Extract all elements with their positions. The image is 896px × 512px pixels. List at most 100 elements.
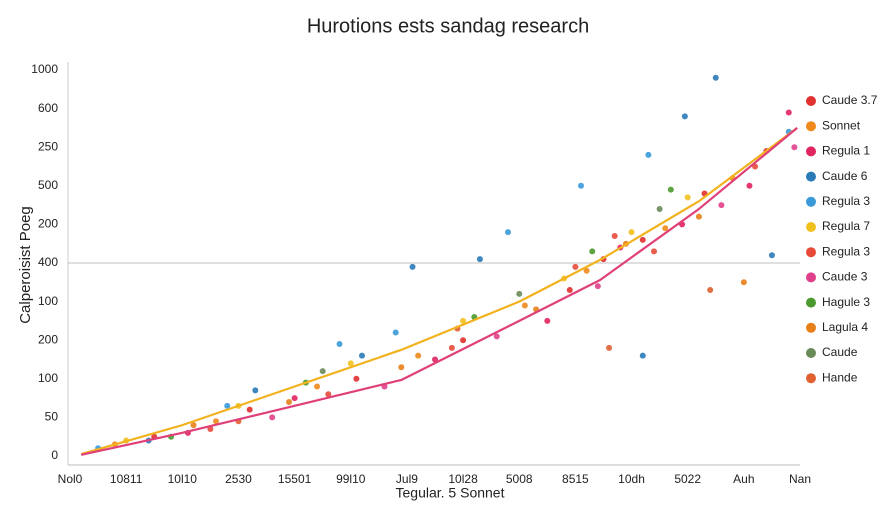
x-tick-label: 10l10 [168, 472, 198, 486]
legend-label: Regula 3 [822, 244, 870, 258]
point [594, 283, 601, 290]
legend-marker [806, 121, 816, 132]
point [224, 402, 231, 409]
point [718, 202, 725, 209]
point [325, 391, 332, 398]
point [707, 287, 714, 294]
x-tick-label: 15501 [278, 472, 312, 486]
point [291, 395, 298, 402]
legend-marker [806, 96, 816, 106]
legend-label: Regula 3 [822, 194, 870, 208]
point [190, 422, 197, 429]
point [611, 232, 618, 239]
point [768, 252, 775, 259]
point [791, 144, 798, 151]
point [583, 267, 590, 274]
legend-label: Regula 7 [822, 219, 870, 233]
point [667, 186, 674, 193]
x-tick-label: 8515 [562, 472, 589, 486]
point [746, 182, 753, 189]
trend-line [80, 127, 798, 456]
point [656, 205, 663, 212]
point [336, 341, 343, 348]
y-tick-label: 0 [51, 448, 58, 462]
y-tick-label: 250 [38, 139, 58, 153]
y-tick-label: 100 [38, 371, 58, 385]
point [589, 248, 596, 255]
x-tick-label: Auh [733, 472, 754, 486]
legend-label: Caude 6 [822, 169, 868, 183]
point [398, 364, 405, 371]
legend-marker [806, 373, 816, 384]
point [544, 317, 551, 324]
y-tick-label: 200 [38, 332, 58, 346]
point [493, 333, 500, 340]
point [628, 229, 635, 236]
point [662, 225, 669, 232]
legend-marker [806, 171, 816, 182]
point [578, 182, 584, 189]
y-tick-label: 500 [38, 178, 58, 192]
x-tick-label: 5008 [506, 472, 533, 486]
point [314, 383, 321, 390]
point [740, 279, 747, 286]
legend-label: Caude 3.7 [822, 93, 878, 107]
legend-label: Hande [822, 370, 858, 384]
point [639, 352, 646, 359]
point [651, 248, 657, 255]
point [566, 287, 573, 294]
legend-label: Sonnet [822, 118, 861, 132]
point [505, 229, 511, 236]
y-tick-label: 50 [45, 410, 59, 424]
legend-label: Caude 3 [822, 270, 868, 284]
legend-marker [806, 196, 816, 207]
x-tick-label: 10dh [618, 472, 645, 486]
point [516, 290, 523, 297]
point [246, 406, 253, 413]
point [645, 151, 652, 158]
legend-marker [806, 322, 816, 333]
legend-label: Lagula 4 [822, 320, 868, 334]
x-tick-label: Nol0 [58, 472, 83, 486]
point [353, 375, 360, 382]
x-axis-title: Tegular. 5 Sonnet [396, 485, 505, 501]
point [521, 302, 528, 309]
x-tick-label: 10l28 [448, 472, 478, 486]
point [684, 194, 691, 201]
point [606, 344, 613, 351]
point [695, 213, 702, 220]
point [460, 337, 467, 344]
legend-marker [806, 272, 816, 283]
point [785, 109, 792, 116]
x-tick-label: Jul9 [396, 472, 418, 486]
y-tick-label: 100 [38, 294, 58, 308]
point [448, 344, 455, 351]
y-tick-label: 1000 [31, 62, 58, 76]
point [347, 360, 354, 367]
chart-title: Hurotions ests sandag research [307, 15, 589, 37]
legend-marker [806, 348, 816, 358]
legend-marker [806, 247, 816, 258]
point [359, 352, 365, 359]
legend-label: Hagule 3 [822, 295, 870, 309]
point [476, 256, 483, 263]
legend-marker [806, 146, 816, 157]
y-axis-title: Calperoisist Poeg [17, 206, 34, 324]
point [572, 263, 579, 270]
point [681, 113, 688, 120]
point [213, 418, 219, 425]
point [392, 329, 399, 336]
x-tick-label: 5022 [674, 472, 701, 486]
point [432, 356, 438, 363]
x-tick-label: 99l10 [336, 472, 366, 486]
point [269, 414, 276, 421]
point [319, 368, 326, 375]
y-tick-label: 400 [38, 255, 58, 269]
y-tick-label: 200 [38, 217, 58, 231]
x-tick-label: 2530 [225, 472, 252, 486]
point [639, 236, 646, 243]
point [252, 387, 259, 394]
point [460, 317, 467, 324]
